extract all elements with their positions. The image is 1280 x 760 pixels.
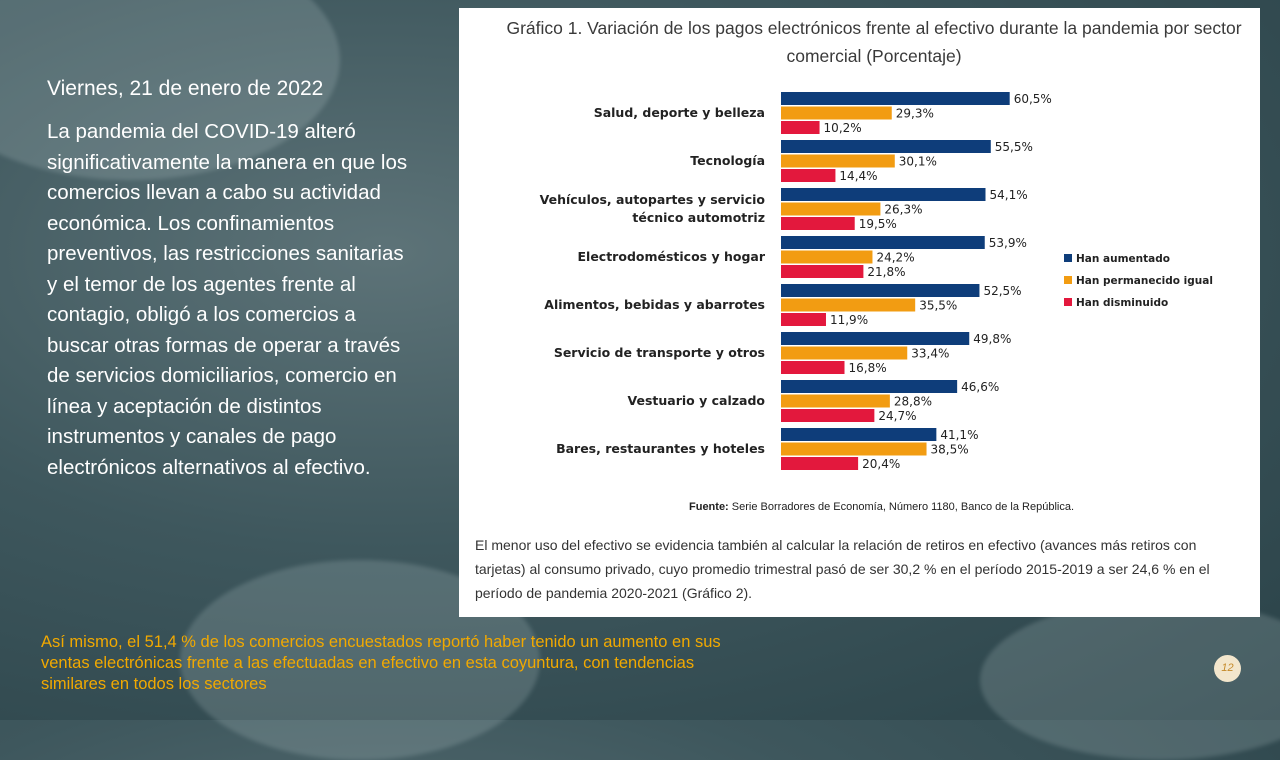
- chart-note: El menor uso del efectivo se evidencia t…: [475, 537, 1210, 601]
- chart-panel: Gráfico 1. Variación de los pagos electr…: [459, 8, 1260, 617]
- data-label: 30,1%: [899, 155, 937, 169]
- chart-title: Gráfico 1. Variación de los pagos electr…: [506, 18, 1242, 66]
- data-label: 54,1%: [989, 188, 1027, 202]
- data-label: 41,1%: [940, 428, 978, 442]
- data-label: 33,4%: [911, 347, 949, 361]
- bar: [781, 154, 895, 168]
- bar: [781, 217, 855, 230]
- bar: [781, 92, 1010, 105]
- bar: [781, 121, 820, 134]
- bar: [781, 140, 991, 153]
- background-shape: [980, 600, 1280, 760]
- bar: [781, 394, 890, 408]
- bar: [781, 332, 970, 345]
- data-label: 46,6%: [961, 380, 999, 394]
- bar: [781, 346, 908, 360]
- slide-text-block: Viernes, 21 de enero de 2022 La pandemia…: [47, 76, 417, 483]
- data-label: 35,5%: [919, 299, 957, 313]
- bar: [781, 188, 986, 201]
- legend-swatch: [1064, 298, 1072, 306]
- legend-swatch: [1064, 276, 1072, 284]
- category-label: Tecnología: [690, 153, 765, 168]
- legend-label: Han permanecido igual: [1076, 275, 1213, 287]
- legend-label: Han aumentado: [1076, 253, 1170, 265]
- bar: [781, 457, 859, 470]
- data-label: 11,9%: [830, 313, 868, 327]
- bar: [781, 250, 873, 264]
- data-label: 16,8%: [849, 361, 887, 375]
- data-label: 60,5%: [1014, 92, 1052, 106]
- data-label: 14,4%: [839, 169, 877, 183]
- category-label: Salud, deporte y belleza: [594, 105, 765, 120]
- data-label: 28,8%: [894, 395, 932, 409]
- bar: [781, 409, 875, 422]
- footer-text: Así mismo, el 51,4 % de los comercios en…: [41, 633, 721, 693]
- category-label: Bares, restaurantes y hoteles: [556, 441, 765, 456]
- bar: [781, 442, 927, 456]
- bar: [781, 298, 916, 312]
- chart-source-text: Serie Borradores de Economía, Número 118…: [731, 501, 1075, 513]
- data-label: 26,3%: [884, 203, 922, 217]
- slide-body-text: La pandemia del COVID-19 alteró signific…: [47, 120, 408, 479]
- data-label: 10,2%: [824, 121, 862, 135]
- bar: [781, 361, 845, 374]
- chart-source: Fuente: Serie Borradores de Economía, Nú…: [689, 501, 1074, 513]
- data-label: 20,4%: [862, 457, 900, 471]
- category-label: Alimentos, bebidas y abarrotes: [544, 297, 765, 312]
- slide-date: Viernes, 21 de enero de 2022: [47, 77, 324, 100]
- bar: [781, 284, 980, 297]
- data-label: 19,5%: [859, 217, 897, 231]
- category-label: Vehículos, autopartes y servicio: [540, 192, 766, 207]
- data-label: 53,9%: [989, 236, 1027, 250]
- legend-label: Han disminuido: [1076, 297, 1168, 309]
- page-number: 12: [1214, 655, 1241, 682]
- data-label: 52,5%: [983, 284, 1021, 298]
- bar: [781, 106, 892, 120]
- data-label: 21,8%: [867, 265, 905, 279]
- data-label: 55,5%: [995, 140, 1033, 154]
- category-label: Vestuario y calzado: [628, 393, 766, 408]
- bar: [781, 236, 985, 249]
- data-label: 29,3%: [896, 107, 934, 121]
- category-label: Servicio de transporte y otros: [554, 345, 765, 360]
- data-label: 38,5%: [931, 443, 969, 457]
- data-label: 49,8%: [973, 332, 1011, 346]
- data-label: 24,7%: [878, 409, 916, 423]
- bar: [781, 265, 864, 278]
- legend-swatch: [1064, 254, 1072, 262]
- category-label: técnico automotriz: [632, 210, 765, 225]
- category-label: Electrodomésticos y hogar: [578, 249, 766, 264]
- bar-chart: Salud, deporte y belleza 60,5% 29,3% 10,2% T…: [540, 92, 1213, 471]
- chart-source-label: Fuente:: [689, 501, 729, 513]
- bar: [781, 428, 937, 441]
- bar: [781, 380, 958, 393]
- bar: [781, 169, 836, 182]
- bar: [781, 202, 881, 216]
- bar: [781, 313, 826, 326]
- data-label: 24,2%: [876, 251, 914, 265]
